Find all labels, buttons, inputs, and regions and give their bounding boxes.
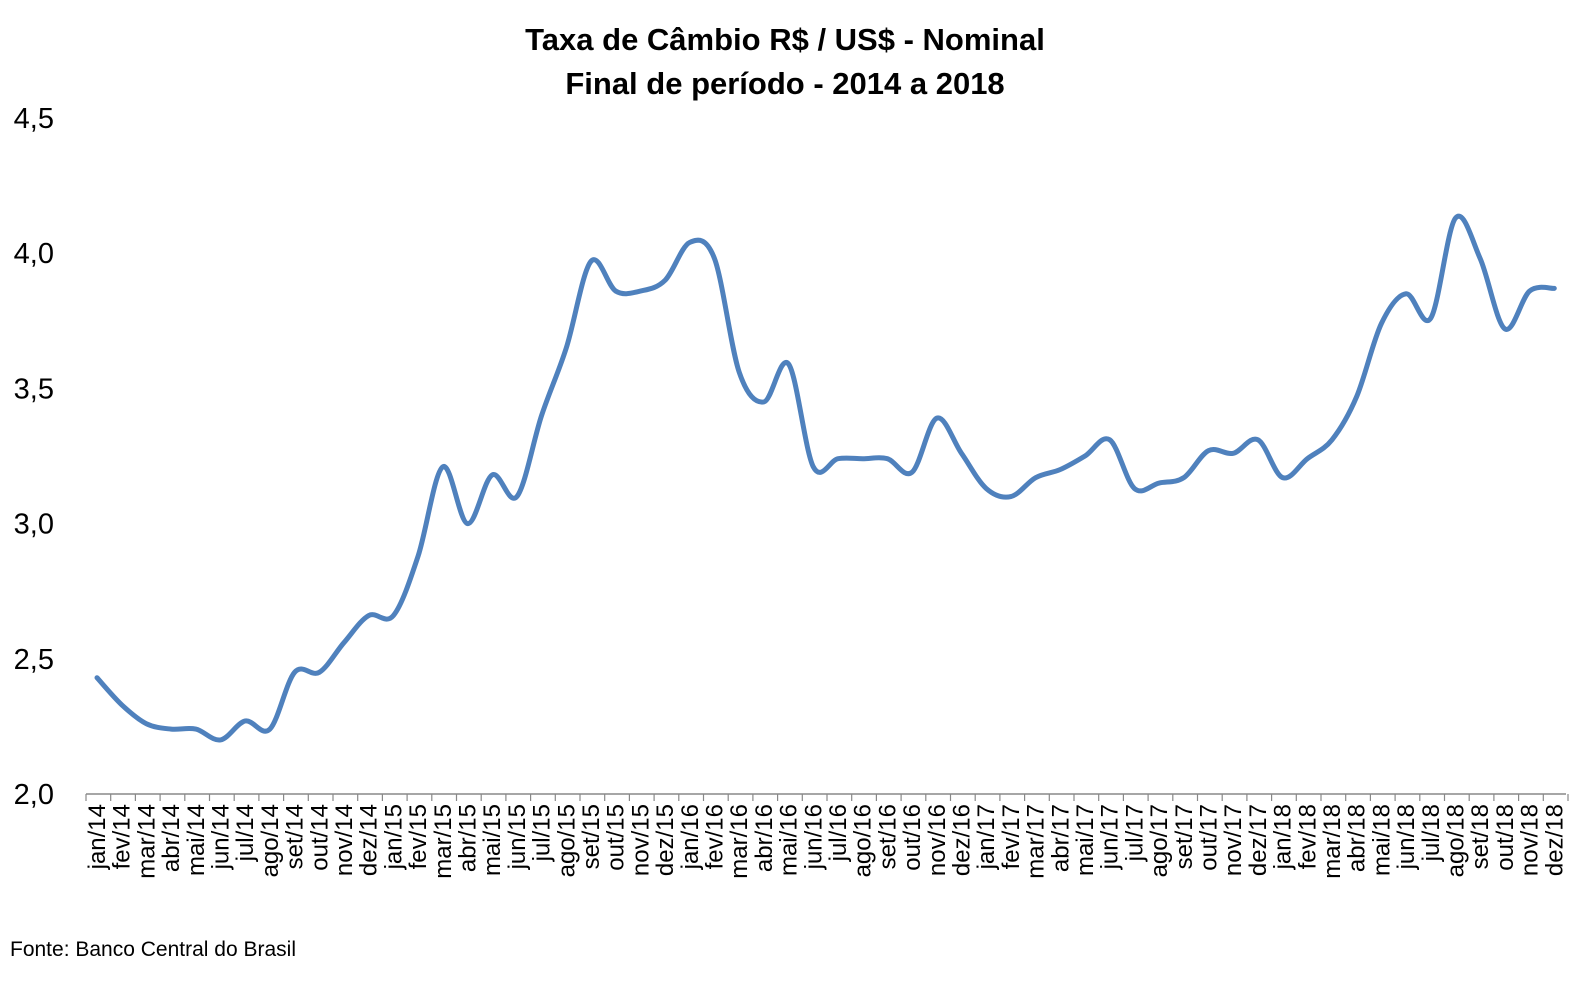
x-tick-label: mar/14 (133, 804, 160, 879)
x-tick-label: set/18 (1467, 804, 1494, 869)
x-tick-label: mai/16 (776, 804, 803, 876)
x-tick-label: mai/14 (183, 804, 210, 876)
y-tick-label: 2,5 (14, 644, 54, 676)
x-tick-label: fev/18 (1294, 804, 1321, 869)
x-tick-label: mar/16 (726, 804, 753, 879)
x-tick-label: ago/15 (553, 804, 580, 877)
x-tick-label: ago/16 (850, 804, 877, 877)
x-tick-label: mai/15 (479, 804, 506, 876)
y-tick-label: 3,0 (14, 509, 54, 541)
x-tick-label: mar/18 (1319, 804, 1346, 879)
x-tick-label: dez/17 (1245, 804, 1272, 876)
x-tick-label: jan/15 (380, 804, 407, 870)
x-tick-label: set/16 (874, 804, 901, 869)
series-line (94, 213, 1557, 743)
y-tick-label: 4,0 (14, 238, 54, 270)
x-tick-label: fev/17 (998, 804, 1025, 869)
x-tick-label: out/18 (1492, 804, 1519, 871)
x-tick-label: fev/14 (109, 804, 136, 869)
x-tick-label: fev/16 (702, 804, 729, 869)
x-tick-label: abr/15 (455, 804, 482, 872)
x-tick-label: dez/14 (356, 804, 383, 876)
x-tick-label: out/16 (899, 804, 926, 871)
x-tick-label: jan/14 (84, 804, 111, 870)
x-tick-label: fev/15 (405, 804, 432, 869)
x-tick-label: out/17 (1196, 804, 1223, 871)
x-tick-label: jun/16 (800, 804, 827, 870)
x-tick-label: nov/15 (627, 804, 654, 876)
x-tick-label: jul/17 (1121, 804, 1148, 862)
x-tick-label: ago/18 (1443, 804, 1470, 877)
x-tick-label: jan/17 (973, 804, 1000, 870)
x-tick-label: set/14 (282, 804, 309, 869)
x-tick-label: ago/14 (257, 804, 284, 877)
x-tick-label: jul/16 (825, 804, 852, 862)
x-tick-label: dez/18 (1541, 804, 1568, 876)
x-tick-label: abr/14 (158, 804, 185, 872)
x-tick-label: nov/14 (331, 804, 358, 876)
x-tick-label: set/15 (578, 804, 605, 869)
x-tick-label: mar/17 (1023, 804, 1050, 879)
y-tick-label: 2,0 (14, 779, 54, 811)
x-tick-label: mai/17 (1072, 804, 1099, 876)
x-tick-label: nov/16 (924, 804, 951, 876)
x-tick-label: abr/17 (1047, 804, 1074, 872)
series-layer (94, 213, 1557, 743)
x-tick-label: abr/18 (1344, 804, 1371, 872)
source-note: Fonte: Banco Central do Brasil (10, 938, 296, 961)
x-tick-label: ago/17 (1146, 804, 1173, 877)
x-tick-label: jan/16 (677, 804, 704, 870)
x-axis: jan/14fev/14mar/14abr/14mai/14jun/14jul/… (84, 793, 1569, 879)
x-tick-label: dez/15 (652, 804, 679, 876)
x-tick-label: jun/17 (1097, 804, 1124, 870)
y-tick-label: 4,5 (14, 103, 54, 135)
x-tick-label: out/14 (306, 804, 333, 871)
y-tick-label: 3,5 (14, 373, 54, 405)
x-tick-label: nov/17 (1220, 804, 1247, 876)
x-tick-label: mai/18 (1368, 804, 1395, 876)
x-tick-label: jan/18 (1270, 804, 1297, 870)
x-tick-label: out/15 (603, 804, 630, 871)
x-tick-label: set/17 (1171, 804, 1198, 869)
x-tick-label: jun/18 (1393, 804, 1420, 870)
x-tick-label: jun/14 (208, 804, 235, 870)
x-tick-label: mar/15 (430, 804, 457, 879)
x-tick-label: abr/16 (751, 804, 778, 872)
x-tick-label: jun/15 (504, 804, 531, 870)
x-tick-label: jul/15 (529, 804, 556, 862)
x-tick-label: dez/16 (949, 804, 976, 876)
x-tick-label: jul/18 (1418, 804, 1445, 862)
y-axis: 2,0 2,5 3,0 3,5 4,0 4,5 (14, 103, 54, 811)
x-tick-label: jul/14 (232, 804, 259, 862)
chart-subtitle: Final de período - 2014 a 2018 (565, 66, 1005, 101)
x-tick-label: nov/18 (1517, 804, 1544, 876)
chart-title: Taxa de Câmbio R$ / US$ - Nominal (525, 22, 1045, 57)
